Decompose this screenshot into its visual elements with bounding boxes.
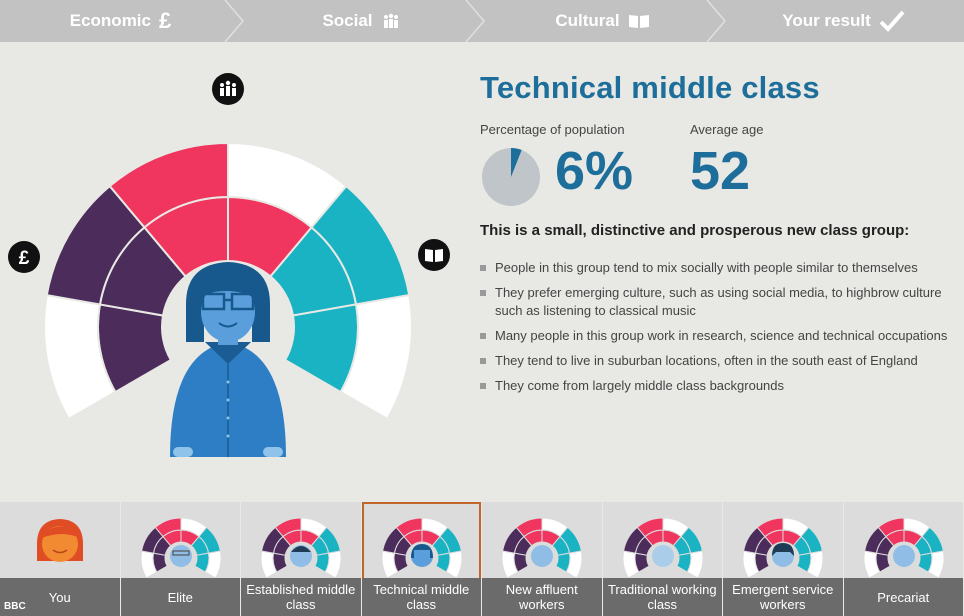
mini-wheel-segment: [204, 550, 221, 579]
class-card-label: Precariat: [843, 578, 963, 616]
established-middle-class-thumbnail: [260, 517, 342, 579]
class-card-precariat[interactable]: Precariat: [843, 502, 963, 616]
mini-wheel-segment: [927, 550, 944, 579]
step-your-result-label: Your result: [782, 11, 871, 30]
step-social-label: Social: [322, 11, 373, 30]
traditional-working-class-thumbnail: [622, 517, 703, 579]
class-card-established-middle-class[interactable]: Established middle class: [241, 502, 361, 616]
list-item: They tend to live in suburban locations,…: [480, 352, 950, 370]
percentage-value: 6%: [555, 141, 634, 201]
elite-thumbnail: [140, 517, 221, 579]
class-card-traditional-working-class[interactable]: Traditional working class: [602, 502, 722, 616]
class-card-label: Technical middle class: [361, 578, 481, 616]
description-intro: This is a small, distinctive and prosper…: [480, 222, 910, 239]
pie-slice: [511, 148, 522, 177]
class-selector: You Elite Established middle class Techn…: [0, 502, 964, 616]
step-cultural-label: Cultural: [555, 11, 620, 30]
chevron-separator-icon: [706, 0, 726, 42]
stats-row: Percentage of population 6% Average age …: [480, 120, 950, 210]
svg-text:£: £: [19, 248, 30, 269]
class-card-you[interactable]: You: [0, 502, 120, 616]
pound-icon: £: [8, 241, 40, 273]
chevron-separator-icon: [465, 0, 485, 42]
population-pie-chart: [482, 148, 540, 206]
step-economic-label: Economic: [69, 11, 151, 30]
class-card-label: New affluent workers: [482, 578, 602, 616]
wheel-segments: [43, 141, 413, 421]
precariat-thumbnail: [863, 517, 944, 579]
percentage-label: Percentage of population: [480, 122, 625, 137]
list-item: Many people in this group work in resear…: [480, 327, 950, 345]
list-item: They prefer emerging culture, such as us…: [480, 284, 950, 320]
emergent-service-workers-thumbnail: [742, 517, 824, 579]
class-card-elite[interactable]: Elite: [120, 502, 240, 616]
age-value: 52: [690, 141, 751, 201]
result-panel: Technical middle class: [480, 70, 950, 106]
list-item: People in this group tend to mix sociall…: [480, 259, 950, 277]
description-list: People in this group tend to mix sociall…: [480, 259, 950, 402]
mini-wheel-segment: [686, 550, 703, 579]
class-profile-wheel: £: [8, 73, 450, 457]
avatar: [170, 262, 286, 457]
book-icon: [418, 239, 450, 271]
age-label: Average age: [690, 122, 764, 137]
step-social[interactable]: Social: [241, 0, 485, 42]
watermark: BBC: [4, 601, 26, 612]
mini-wheel-segment: [806, 550, 824, 579]
step-your-result[interactable]: Your result: [723, 0, 964, 42]
class-card-label: Established middle class: [241, 578, 361, 616]
you-avatar: [37, 519, 83, 562]
chevron-separator-icon: [224, 0, 244, 42]
mini-wheel-segment: [565, 550, 583, 579]
class-card-emergent-service-workers[interactable]: Emergent service workers: [723, 502, 843, 616]
social-axis-icon: [212, 73, 244, 105]
people-icon: [381, 13, 401, 29]
class-card-label: You: [0, 578, 120, 616]
pound-icon: £: [159, 8, 172, 33]
class-card-label: Elite: [120, 578, 240, 616]
page-title: Technical middle class: [480, 70, 820, 105]
technical-middle-class-thumbnail: [381, 517, 462, 579]
class-card-technical-middle-class[interactable]: Technical middle class: [361, 502, 481, 616]
class-card-label: Emergent service workers: [723, 578, 843, 616]
check-icon: [879, 10, 905, 32]
list-item: They come from largely middle class back…: [480, 377, 950, 395]
mini-wheel-segment: [445, 550, 462, 579]
book-icon: [628, 13, 650, 29]
class-card-new-affluent-workers[interactable]: New affluent workers: [482, 502, 602, 616]
step-economic[interactable]: Economic £: [0, 0, 244, 42]
mini-wheel-segment: [324, 550, 342, 579]
new-affluent-workers-thumbnail: [501, 517, 583, 579]
step-navigation: Economic £ Social Cultural Your result: [0, 0, 964, 42]
step-cultural[interactable]: Cultural: [482, 0, 726, 42]
class-card-label: Traditional working class: [602, 578, 722, 616]
wheel-segment: [339, 293, 413, 421]
